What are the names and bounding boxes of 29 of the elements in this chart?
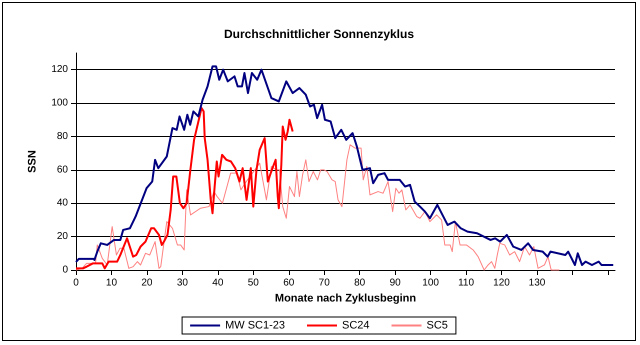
x-tick-label: 120	[493, 278, 510, 288]
x-axis-title: Monate nach Zyklusbeginn	[274, 292, 416, 304]
x-tick-label: 50	[248, 278, 260, 288]
x-tick-label: 70	[318, 278, 330, 288]
chart-title: Durchschnittlicher Sonnenzyklus	[224, 27, 414, 41]
line-series	[76, 144, 560, 270]
x-tick-label: 130	[528, 278, 546, 288]
y-tick-label: 80	[56, 130, 68, 142]
x-tick-label: 10	[106, 278, 118, 288]
x-tick-label: 110	[458, 278, 474, 288]
x-tick-label: 20	[141, 278, 153, 288]
x-tick-label: 30	[176, 278, 188, 288]
x-tick-label: 90	[390, 278, 402, 288]
x-tick-label: 80	[354, 278, 366, 288]
legend-label: SC24	[342, 320, 370, 332]
y-axis-title: SSN	[26, 150, 38, 173]
y-tick-label: 100	[51, 98, 68, 109]
y-tick-label: 120	[51, 64, 68, 76]
line-series	[75, 107, 294, 270]
legend-label: MW SC1-23	[225, 320, 285, 332]
x-tick-label: 60	[283, 278, 295, 288]
x-tick-label: 100	[422, 278, 440, 288]
x-tick-label: 40	[212, 278, 224, 288]
y-tick-label: 40	[56, 198, 68, 209]
y-tick-label: 20	[56, 231, 68, 242]
x-tick-label: 0	[73, 278, 80, 288]
legend-label: SC5	[426, 320, 448, 332]
y-tick-label: 0	[62, 264, 68, 276]
y-tick-label: 60	[56, 164, 68, 176]
